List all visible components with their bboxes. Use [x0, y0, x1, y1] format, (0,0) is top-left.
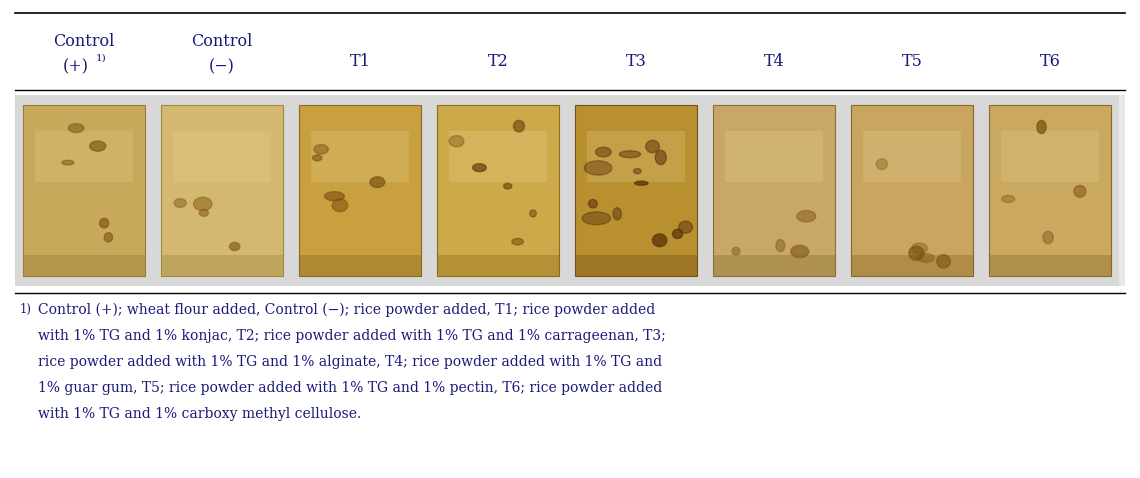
Text: (+): (+) — [63, 58, 89, 75]
Ellipse shape — [68, 124, 84, 132]
Text: 1% guar gum, T5; rice powder added with 1% TG and 1% pectin, T6; rice powder add: 1% guar gum, T5; rice powder added with … — [38, 381, 662, 395]
Ellipse shape — [512, 239, 523, 245]
Bar — [712, 255, 834, 276]
Bar — [575, 255, 697, 276]
Ellipse shape — [504, 184, 512, 189]
Ellipse shape — [652, 234, 667, 247]
Bar — [35, 130, 132, 182]
Bar — [842, 95, 982, 286]
Bar — [173, 130, 271, 182]
Ellipse shape — [314, 144, 328, 154]
Bar — [161, 255, 283, 276]
Text: rice powder added with 1% TG and 1% alginate, T4; rice powder added with 1% TG a: rice powder added with 1% TG and 1% algi… — [38, 355, 662, 369]
Text: T3: T3 — [626, 53, 646, 70]
Ellipse shape — [332, 199, 348, 212]
Ellipse shape — [104, 233, 113, 242]
Ellipse shape — [584, 161, 612, 175]
Text: T4: T4 — [764, 53, 784, 70]
Bar — [153, 95, 291, 286]
Ellipse shape — [732, 247, 740, 255]
Ellipse shape — [325, 192, 344, 201]
Ellipse shape — [619, 151, 641, 158]
Ellipse shape — [583, 212, 611, 225]
Bar — [291, 95, 429, 286]
Ellipse shape — [90, 141, 106, 151]
Ellipse shape — [797, 210, 816, 222]
Ellipse shape — [937, 255, 951, 268]
Text: (−): (−) — [209, 58, 235, 75]
Text: with 1% TG and 1% konjac, T2; rice powder added with 1% TG and 1% carrageenan, T: with 1% TG and 1% konjac, T2; rice powde… — [38, 329, 666, 343]
Text: Control (+); wheat flour added, Control (−); rice powder added, T1; rice powder : Control (+); wheat flour added, Control … — [38, 303, 655, 317]
Ellipse shape — [776, 239, 784, 251]
Bar — [1001, 130, 1099, 182]
Ellipse shape — [877, 159, 888, 170]
Bar — [23, 255, 145, 276]
Bar — [863, 130, 961, 182]
Ellipse shape — [1037, 120, 1047, 134]
Bar — [705, 95, 842, 286]
Ellipse shape — [909, 246, 923, 260]
Bar — [712, 105, 834, 276]
Bar — [850, 255, 974, 276]
Bar — [990, 105, 1112, 276]
Ellipse shape — [229, 242, 239, 250]
Ellipse shape — [174, 198, 186, 207]
Ellipse shape — [673, 229, 683, 239]
Bar — [725, 130, 823, 182]
Ellipse shape — [595, 147, 611, 157]
Bar — [15, 95, 153, 286]
Bar — [982, 95, 1119, 286]
Ellipse shape — [1043, 231, 1053, 244]
Ellipse shape — [530, 210, 536, 217]
Text: T5: T5 — [902, 53, 922, 70]
Ellipse shape — [634, 168, 641, 174]
Bar — [429, 95, 567, 286]
Ellipse shape — [1074, 185, 1086, 197]
Ellipse shape — [635, 181, 648, 185]
Ellipse shape — [645, 140, 659, 153]
Text: T1: T1 — [350, 53, 371, 70]
Ellipse shape — [449, 136, 464, 147]
Ellipse shape — [678, 221, 692, 233]
Text: T6: T6 — [1040, 53, 1060, 70]
Ellipse shape — [918, 253, 934, 262]
Text: 1): 1) — [21, 303, 32, 316]
Bar — [299, 255, 421, 276]
Ellipse shape — [656, 150, 666, 164]
Bar — [587, 130, 685, 182]
Ellipse shape — [588, 199, 597, 208]
Text: with 1% TG and 1% carboxy methyl cellulose.: with 1% TG and 1% carboxy methyl cellulo… — [38, 407, 361, 421]
Ellipse shape — [99, 218, 108, 228]
Bar — [850, 105, 974, 276]
Ellipse shape — [513, 120, 524, 132]
Bar — [437, 105, 559, 276]
Bar — [437, 255, 559, 276]
Ellipse shape — [912, 243, 928, 254]
Bar — [990, 255, 1112, 276]
Bar — [567, 95, 705, 286]
Ellipse shape — [200, 209, 209, 217]
Text: Control: Control — [54, 33, 115, 50]
Bar — [575, 105, 697, 276]
Bar — [161, 105, 283, 276]
Bar — [23, 105, 145, 276]
Ellipse shape — [62, 160, 74, 165]
Ellipse shape — [1002, 196, 1015, 203]
Text: T2: T2 — [488, 53, 508, 70]
Bar — [299, 105, 421, 276]
Ellipse shape — [473, 163, 487, 172]
Ellipse shape — [194, 197, 212, 211]
Text: 1): 1) — [96, 54, 107, 63]
Bar — [311, 130, 409, 182]
Ellipse shape — [370, 177, 384, 187]
Ellipse shape — [791, 245, 808, 258]
Ellipse shape — [312, 155, 321, 161]
Ellipse shape — [613, 208, 621, 220]
Bar — [15, 95, 1125, 286]
Bar — [449, 130, 547, 182]
Text: Control: Control — [192, 33, 253, 50]
